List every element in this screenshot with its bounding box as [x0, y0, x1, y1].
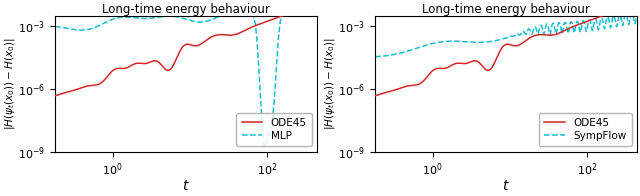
- ODE45: [529, 35, 536, 38]
- Line: ODE45: ODE45: [55, 4, 317, 96]
- Title: Long-time energy behaviour: Long-time energy behaviour: [422, 3, 590, 16]
- ODE45: [247, 26, 255, 29]
- MLP: [209, 18, 216, 20]
- ODE45: [267, 19, 275, 21]
- ODE45: [371, 95, 379, 97]
- MLP: [267, 127, 275, 129]
- SympFlow: [529, 32, 536, 34]
- ODE45: [567, 26, 575, 29]
- ODE45: [541, 34, 549, 36]
- Y-axis label: $|H(\psi_t(x_0)) - H(x_0)|$: $|H(\psi_t(x_0)) - H(x_0)|$: [323, 37, 337, 130]
- ODE45: [419, 81, 426, 83]
- SympFlow: [587, 21, 595, 24]
- ODE45: [472, 60, 479, 62]
- MLP: [247, 12, 255, 14]
- ODE45: [634, 2, 640, 5]
- Line: ODE45: ODE45: [375, 4, 637, 96]
- Line: SympFlow: SympFlow: [375, 13, 637, 57]
- ODE45: [587, 19, 595, 21]
- ODE45: [221, 34, 229, 36]
- X-axis label: $t$: $t$: [502, 179, 510, 193]
- Title: Long-time energy behaviour: Long-time energy behaviour: [102, 3, 270, 16]
- MLP: [314, 8, 321, 10]
- MLP: [51, 25, 59, 28]
- Legend: ODE45, MLP: ODE45, MLP: [236, 113, 312, 146]
- ODE45: [152, 60, 159, 62]
- MLP: [152, 16, 159, 19]
- ODE45: [314, 2, 321, 5]
- SympFlow: [634, 12, 640, 14]
- X-axis label: $t$: $t$: [182, 179, 190, 193]
- MLP: [99, 23, 106, 25]
- SympFlow: [472, 41, 479, 44]
- SympFlow: [567, 21, 575, 24]
- SympFlow: [371, 56, 379, 58]
- MLP: [221, 13, 229, 15]
- ODE45: [209, 35, 216, 38]
- Legend: ODE45, SympFlow: ODE45, SympFlow: [539, 113, 632, 146]
- ODE45: [51, 95, 59, 97]
- SympFlow: [419, 45, 426, 47]
- SympFlow: [541, 26, 549, 29]
- MLP: [261, 145, 269, 148]
- Y-axis label: $|H(\psi_t(x_0)) - H(x_0)|$: $|H(\psi_t(x_0)) - H(x_0)|$: [3, 37, 17, 130]
- Line: MLP: MLP: [55, 9, 317, 147]
- ODE45: [99, 81, 106, 83]
